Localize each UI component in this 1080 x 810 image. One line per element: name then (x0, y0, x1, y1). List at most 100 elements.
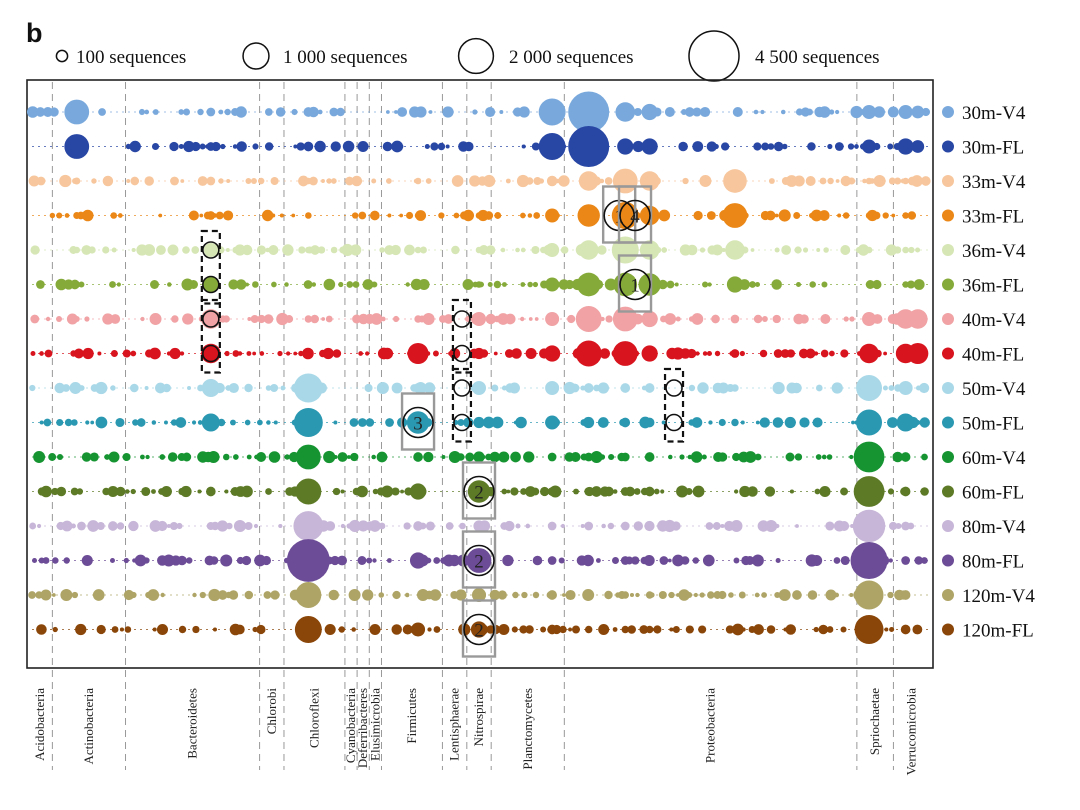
bubble-small (331, 178, 337, 184)
bubble-small (669, 627, 674, 632)
bubble-small (765, 210, 776, 221)
bubble-small (54, 382, 65, 394)
bubble (644, 486, 655, 497)
bubble-small (350, 452, 359, 462)
bubble (545, 242, 560, 258)
bubble-small (182, 452, 192, 462)
bubble (639, 171, 660, 191)
bubble-small (633, 107, 642, 117)
bubble-small (232, 350, 240, 357)
bubble-small (793, 212, 801, 219)
sample-legend-label: 60m-V4 (962, 448, 1026, 469)
bubble-small (921, 453, 928, 461)
bubble-small (690, 451, 703, 463)
bubble-small (604, 486, 614, 497)
bubble-small (601, 523, 606, 529)
sample-legend-dot (942, 175, 954, 187)
bubble-small (734, 489, 739, 494)
bubble-small (718, 418, 726, 427)
bubble-small (658, 590, 667, 600)
bubble (201, 343, 221, 364)
bubble (620, 417, 631, 428)
bubble-small (103, 385, 108, 391)
bubble-small (56, 418, 64, 427)
bubble-small (717, 452, 728, 462)
bubble-small (333, 455, 338, 459)
bubble-small (362, 589, 374, 601)
bubble (471, 587, 487, 603)
bubble-small (604, 590, 613, 600)
bubble-small (854, 144, 859, 149)
bubble (853, 441, 885, 473)
bubble-small (311, 282, 317, 287)
bubble-small (277, 350, 283, 357)
bubble-small (789, 489, 794, 494)
sample-legend-dot (942, 451, 954, 463)
sample-legend-label: 33m-FL (962, 207, 1024, 228)
bubble-small (686, 592, 693, 598)
bubble-small (827, 177, 834, 185)
bubble-small (337, 452, 348, 462)
bubble (865, 246, 873, 254)
bubble-small (511, 348, 522, 359)
bubble-small (236, 141, 247, 152)
bubble (305, 212, 312, 219)
bubble-small (397, 107, 408, 117)
bubble-small (378, 592, 385, 598)
bubble (584, 487, 594, 496)
bubble-small (270, 590, 280, 600)
bubble-small (179, 351, 185, 356)
bubble-small (465, 452, 475, 462)
bubble-small (518, 106, 530, 118)
bubble-small (706, 211, 716, 220)
bubble-small (653, 625, 662, 634)
bubble-small (284, 454, 290, 460)
bubble-small (167, 244, 179, 256)
bubble-small (386, 178, 392, 184)
phylum-separators (51, 82, 894, 770)
bubble-small (30, 314, 40, 324)
bubble-small (765, 519, 778, 533)
bubble-small (429, 589, 442, 601)
bubble-small (695, 351, 700, 356)
bubble-small (631, 556, 640, 565)
bubble-small (145, 454, 150, 460)
highlight-label: 3 (413, 414, 423, 435)
bubble-small (658, 209, 671, 222)
bubble-small (55, 278, 68, 291)
bubble-small (766, 625, 776, 634)
bubble-small (525, 523, 531, 529)
bubble-small (52, 626, 58, 633)
bubble-small (90, 420, 95, 425)
bubble-small (197, 489, 202, 494)
bubble-small (187, 385, 192, 391)
sample-legend-dot (942, 589, 954, 601)
bubble-small (558, 557, 565, 564)
bubble-small (533, 212, 541, 219)
bubble (470, 621, 488, 638)
bubble (295, 444, 321, 470)
bubble-small (333, 420, 338, 425)
bubble-small (839, 521, 850, 531)
bubble-small (263, 314, 274, 324)
bubble (471, 380, 487, 396)
bubble-small (30, 245, 40, 255)
bubble-small (775, 557, 781, 564)
highlight-box (400, 392, 436, 451)
bubble-small (338, 281, 344, 288)
bubble-small (678, 141, 688, 152)
bubble-small (257, 314, 266, 324)
bubble (206, 211, 216, 220)
bubble-small (687, 454, 693, 460)
bubble-small (107, 485, 119, 498)
highlight-otu-circle (453, 310, 471, 328)
bubble-small (191, 141, 201, 152)
bubble-small (671, 521, 681, 531)
bubble-small (237, 351, 243, 356)
bubble-small (505, 178, 511, 184)
bubble (409, 483, 427, 500)
bubble-small (895, 522, 902, 530)
bubble-small (109, 281, 116, 288)
bubble-small (351, 212, 359, 219)
bubble-small (382, 141, 393, 152)
